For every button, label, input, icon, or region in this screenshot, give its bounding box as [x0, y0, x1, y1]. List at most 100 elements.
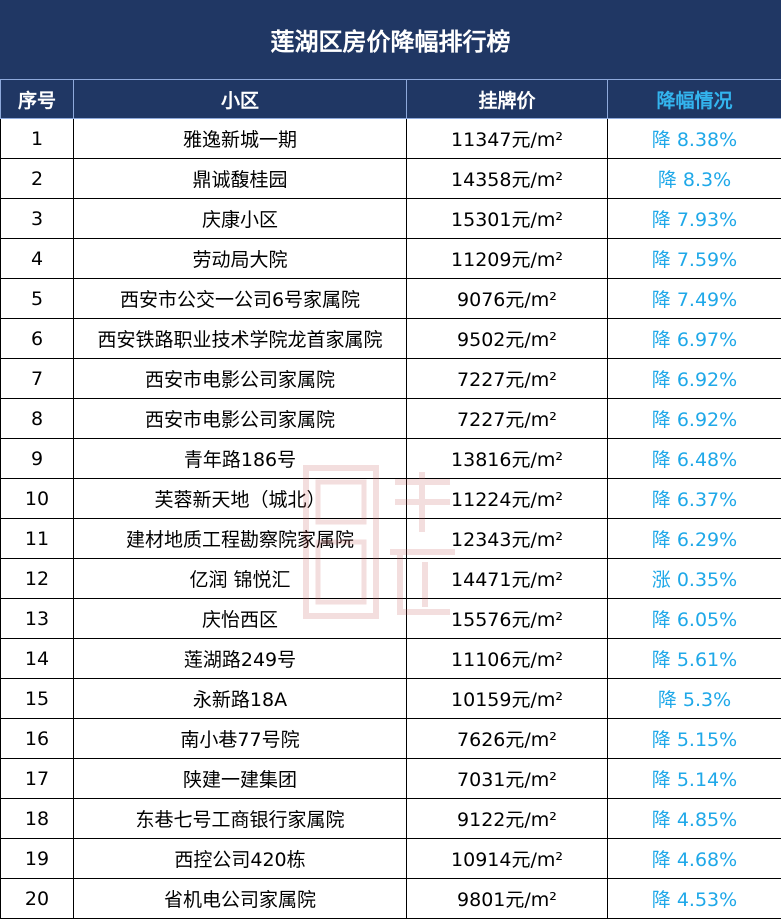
cell-community-name: 亿润 锦悦汇: [74, 559, 407, 599]
cell-change: 降 5.15%: [608, 719, 781, 759]
cell-no: 2: [1, 159, 74, 199]
cell-community-name: 庆怡西区: [74, 599, 407, 639]
cell-listing-price: 7227元/m²: [407, 359, 608, 399]
cell-listing-price: 14358元/m²: [407, 159, 608, 199]
cell-no: 11: [1, 519, 74, 559]
cell-change: 降 7.59%: [608, 239, 781, 279]
cell-no: 19: [1, 839, 74, 879]
cell-change: 涨 0.35%: [608, 559, 781, 599]
header-no: 序号: [1, 80, 74, 119]
cell-no: 14: [1, 639, 74, 679]
cell-community-name: 南小巷77号院: [74, 719, 407, 759]
cell-no: 9: [1, 439, 74, 479]
cell-listing-price: 14471元/m²: [407, 559, 608, 599]
cell-no: 5: [1, 279, 74, 319]
cell-community-name: 西安市电影公司家属院: [74, 399, 407, 439]
cell-change: 降 8.3%: [608, 159, 781, 199]
cell-listing-price: 11224元/m²: [407, 479, 608, 519]
header-price: 挂牌价: [407, 80, 608, 119]
cell-listing-price: 12343元/m²: [407, 519, 608, 559]
cell-no: 7: [1, 359, 74, 399]
cell-change: 降 7.93%: [608, 199, 781, 239]
cell-no: 12: [1, 559, 74, 599]
cell-listing-price: 15576元/m²: [407, 599, 608, 639]
cell-no: 15: [1, 679, 74, 719]
cell-listing-price: 7031元/m²: [407, 759, 608, 799]
cell-community-name: 西控公司420栋: [74, 839, 407, 879]
table-header: 序号 小区 挂牌价 降幅情况: [1, 80, 781, 119]
cell-community-name: 西安市公交一公司6号家属院: [74, 279, 407, 319]
cell-change: 降 6.29%: [608, 519, 781, 559]
cell-no: 6: [1, 319, 74, 359]
header-change: 降幅情况: [608, 80, 781, 119]
header-name: 小区: [74, 80, 407, 119]
cell-no: 16: [1, 719, 74, 759]
cell-community-name: 陕建一建集团: [74, 759, 407, 799]
cell-no: 4: [1, 239, 74, 279]
cell-no: 1: [1, 119, 74, 159]
cell-no: 3: [1, 199, 74, 239]
header-row: 序号 小区 挂牌价 降幅情况: [1, 80, 781, 119]
cell-no: 17: [1, 759, 74, 799]
cell-change: 降 5.14%: [608, 759, 781, 799]
cell-community-name: 青年路186号: [74, 439, 407, 479]
cell-listing-price: 9801元/m²: [407, 879, 608, 919]
cell-change: 降 5.61%: [608, 639, 781, 679]
cell-no: 10: [1, 479, 74, 519]
cell-community-name: 鼎诚馥桂园: [74, 159, 407, 199]
cell-listing-price: 7227元/m²: [407, 399, 608, 439]
cell-community-name: 莲湖路249号: [74, 639, 407, 679]
cell-listing-price: 9502元/m²: [407, 319, 608, 359]
cell-community-name: 省机电公司家属院: [74, 879, 407, 919]
cell-community-name: 雅逸新城一期: [74, 119, 407, 159]
cell-no: 8: [1, 399, 74, 439]
cell-listing-price: 13816元/m²: [407, 439, 608, 479]
cell-listing-price: 10914元/m²: [407, 839, 608, 879]
cell-change: 降 6.37%: [608, 479, 781, 519]
cell-listing-price: 11347元/m²: [407, 119, 608, 159]
cell-community-name: 西安市电影公司家属院: [74, 359, 407, 399]
cell-community-name: 庆康小区: [74, 199, 407, 239]
cell-listing-price: 11106元/m²: [407, 639, 608, 679]
cell-community-name: 永新路18A: [74, 679, 407, 719]
cell-change: 降 5.3%: [608, 679, 781, 719]
cell-change: 降 7.49%: [608, 279, 781, 319]
cell-change: 降 6.92%: [608, 399, 781, 439]
cell-listing-price: 10159元/m²: [407, 679, 608, 719]
cell-listing-price: 9076元/m²: [407, 279, 608, 319]
cell-change: 降 6.48%: [608, 439, 781, 479]
page-title: 莲湖区房价降幅排行榜: [0, 0, 781, 79]
cell-change: 降 4.85%: [608, 799, 781, 839]
cell-change: 降 6.97%: [608, 319, 781, 359]
cell-change: 降 4.53%: [608, 879, 781, 919]
cell-no: 18: [1, 799, 74, 839]
cell-listing-price: 15301元/m²: [407, 199, 608, 239]
cell-community-name: 东巷七号工商银行家属院: [74, 799, 407, 839]
cell-listing-price: 7626元/m²: [407, 719, 608, 759]
cell-community-name: 劳动局大院: [74, 239, 407, 279]
cell-change: 降 4.68%: [608, 839, 781, 879]
cell-no: 20: [1, 879, 74, 919]
cell-change: 降 6.92%: [608, 359, 781, 399]
cell-community-name: 芙蓉新天地（城北）: [74, 479, 407, 519]
cell-change: 降 6.05%: [608, 599, 781, 639]
cell-listing-price: 11209元/m²: [407, 239, 608, 279]
